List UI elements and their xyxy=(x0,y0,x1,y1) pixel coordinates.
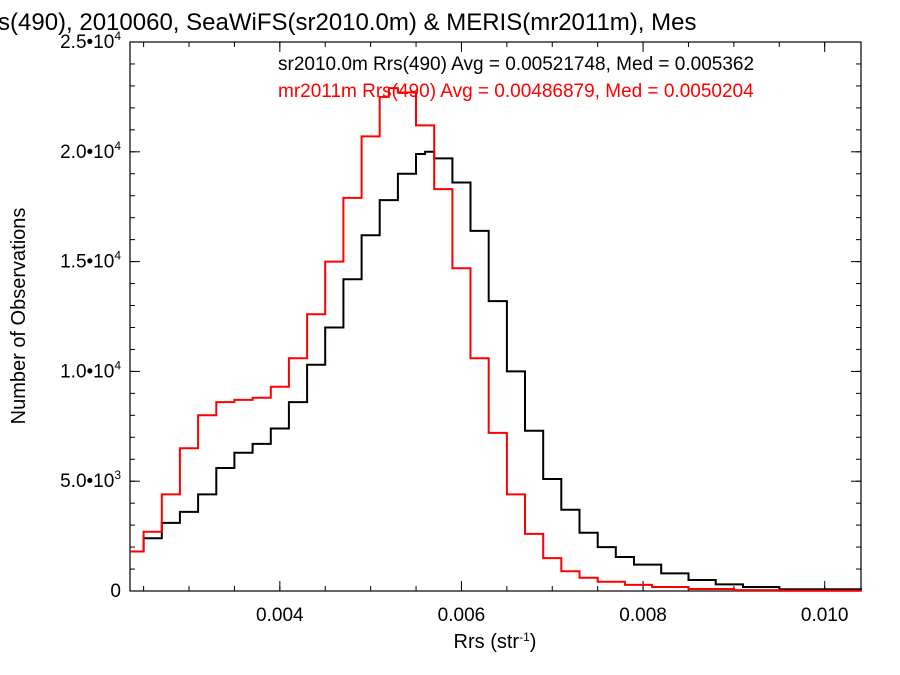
histogram-series-1 xyxy=(130,150,862,591)
x-axis-title-close: ) xyxy=(530,631,537,653)
y-tick-label: 2.0•104 xyxy=(60,139,121,163)
x-axis-title: Rrs (str-1) xyxy=(454,630,537,653)
stat-line-sr2010: sr2010.0m Rrs(490) Avg = 0.00521748, Med… xyxy=(278,54,754,75)
x-tick-label: 0.010 xyxy=(801,605,849,626)
y-axis-title: Number of Observations xyxy=(8,208,30,425)
x-axis-title-text: Rrs (str xyxy=(454,631,520,653)
y-tick-label: 5.0•103 xyxy=(60,468,121,492)
x-tick-label: 0.008 xyxy=(619,605,667,626)
stat-line-mr2011: mr2011m Rrs(490) Avg = 0.00486879, Med =… xyxy=(278,81,754,102)
histogram-series-2 xyxy=(130,87,862,592)
y-tick-label: 0 xyxy=(110,581,121,602)
plot-frame xyxy=(129,41,862,592)
data-series xyxy=(130,87,862,592)
axis-ticks: 0.004 0.006 0.008 0.010 0 5.0•103 1.0•104 1.5•1… xyxy=(60,29,861,626)
y-tick-label: 2.5•104 xyxy=(60,29,121,53)
y-tick-label: 1.5•104 xyxy=(60,249,121,273)
x-tick-label: 0.004 xyxy=(256,605,304,626)
y-tick-label: 1.0•104 xyxy=(60,358,121,382)
chart-title: s(490), 2010060, SeaWiFS(sr2010.0m) & ME… xyxy=(0,9,696,36)
x-axis-title-sup: -1 xyxy=(519,630,530,644)
x-tick-label: 0.006 xyxy=(438,605,486,626)
